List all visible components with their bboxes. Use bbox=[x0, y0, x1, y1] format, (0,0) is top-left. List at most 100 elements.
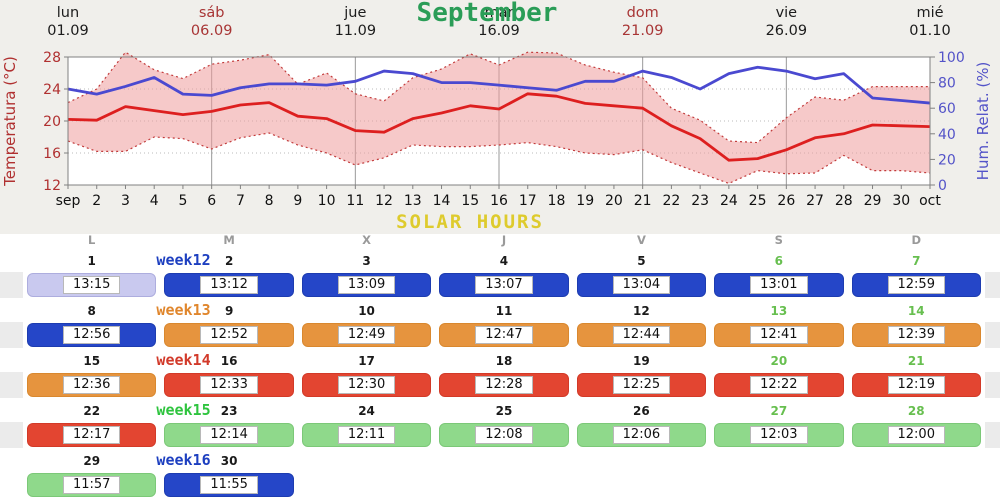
solar-time-value: 12:19 bbox=[887, 376, 945, 394]
date-header-date: 01.10 bbox=[909, 23, 951, 39]
day-number-cell: 17 bbox=[298, 350, 435, 372]
solar-hours-bar: 13:07 bbox=[439, 273, 569, 297]
day-number: 6 bbox=[774, 254, 783, 268]
chart-text: 26 bbox=[777, 193, 795, 209]
chart-text: 19 bbox=[576, 193, 594, 209]
solar-hours-bar: 13:12 bbox=[164, 273, 294, 297]
solar-time-value: 12:22 bbox=[750, 376, 808, 394]
chart-text: 12 bbox=[375, 193, 393, 209]
solar-time-value: 12:47 bbox=[475, 326, 533, 344]
date-header-dow: mié bbox=[916, 5, 943, 21]
solar-bar-cell: 12:56 bbox=[23, 322, 161, 348]
day-number: 17 bbox=[358, 354, 375, 368]
solar-hours-bar: 12:39 bbox=[851, 323, 981, 347]
solar-bar-cell: 12:52 bbox=[160, 322, 298, 348]
solar-time-value: 13:15 bbox=[62, 276, 121, 294]
day-number-row: 8 week13 9 10 11 12 13 14 bbox=[0, 298, 1000, 322]
chart-text: 23 bbox=[691, 193, 709, 209]
chart-text: 15 bbox=[461, 193, 479, 209]
solar-hours-bar: 13:01 bbox=[714, 273, 844, 297]
day-number-cell: 18 bbox=[435, 350, 572, 372]
day-number-cell: week12 2 bbox=[156, 250, 297, 272]
day-number-cell: week16 30 bbox=[156, 450, 297, 472]
solar-time-value: 12:41 bbox=[750, 326, 808, 344]
solar-time-value: 12:49 bbox=[337, 326, 396, 344]
solar-bar-cell bbox=[710, 472, 847, 498]
chart-text: 5 bbox=[178, 193, 187, 209]
solar-hours-bar: 13:04 bbox=[576, 273, 707, 297]
chart-text: oct bbox=[919, 193, 941, 209]
temperature-line bbox=[67, 92, 931, 162]
chart-text: 11 bbox=[346, 193, 364, 209]
week-label: week14 bbox=[156, 351, 211, 369]
weekday-header: X bbox=[362, 233, 371, 247]
meteogram-chart: sep 2 3 4 5 6 7 8 9 10 11 12 13 14 15 16 17 18 19 20 21 22 23 2… bbox=[1, 5, 992, 209]
date-header-dow: sáb bbox=[199, 5, 225, 21]
solar-bar-row: 12:36 12:33 12:30 12:28 12:25 12:22 12:19 bbox=[0, 372, 1000, 398]
solar-hours-bar: 12:52 bbox=[164, 323, 294, 347]
day-number: 25 bbox=[495, 404, 513, 418]
solar-bar-cell: 12:28 bbox=[435, 372, 573, 398]
solar-hours-bar: 12:33 bbox=[164, 373, 294, 397]
temperature-band-max-line bbox=[67, 51, 930, 144]
chart-text: 80 bbox=[938, 76, 956, 92]
chart-text: 30 bbox=[892, 193, 910, 209]
solar-bar-row: 11:57 11:55 bbox=[0, 472, 1000, 498]
chart-text: 2 bbox=[92, 193, 101, 209]
day-number-cell: 29 bbox=[23, 450, 160, 472]
chart-text: 20 bbox=[605, 193, 623, 209]
solar-bar-cell: 12:06 bbox=[572, 422, 711, 448]
solar-bar-cell: 12:08 bbox=[435, 422, 573, 448]
date-header-dow: mar bbox=[485, 5, 514, 21]
solar-hours-bar: 12:06 bbox=[576, 423, 707, 447]
day-number-cell bbox=[710, 450, 847, 472]
solar-bar-cell: 11:55 bbox=[160, 472, 298, 498]
chart-text: 6 bbox=[207, 193, 216, 209]
day-number-row: 29 week16 30 bbox=[0, 448, 1000, 472]
solar-bar-cell: 12:03 bbox=[710, 422, 848, 448]
weekday-header: V bbox=[636, 233, 646, 247]
day-number-cell: 19 bbox=[573, 350, 710, 372]
solar-bar-cell: 11:57 bbox=[23, 472, 161, 498]
solar-time-value: 12:33 bbox=[200, 376, 258, 394]
solar-hours-bar: 12:28 bbox=[439, 373, 569, 397]
solar-time-value: 12:59 bbox=[887, 276, 945, 294]
solar-bar-cell: 12:17 bbox=[23, 422, 161, 448]
date-header-date: 11.09 bbox=[335, 23, 377, 39]
day-number-cell: 22 bbox=[23, 400, 160, 422]
day-number-cell bbox=[435, 450, 572, 472]
date-header-date: 26.09 bbox=[766, 23, 808, 39]
day-number-row: 1 week12 2 3 4 5 6 7 bbox=[0, 248, 1000, 272]
solar-bar-cell: 13:01 bbox=[710, 272, 848, 298]
solar-time-value: 12:06 bbox=[612, 426, 671, 444]
solar-time-value: 12:11 bbox=[337, 426, 396, 444]
day-number: 23 bbox=[220, 404, 238, 418]
solar-time-value: 12:52 bbox=[200, 326, 258, 344]
date-header-dow: vie bbox=[776, 5, 798, 21]
calendar-week-row: 8 week13 9 10 11 12 13 14 12:56 12:52 12:49 12:47 12… bbox=[0, 298, 1000, 348]
day-number-cell: 12 bbox=[573, 300, 710, 322]
day-number: 21 bbox=[907, 354, 925, 368]
chart-text: 21 bbox=[634, 193, 652, 209]
day-number: 20 bbox=[770, 354, 788, 368]
date-header-date: 06.09 bbox=[191, 23, 233, 39]
chart-text: 4 bbox=[150, 193, 159, 209]
solar-hours-bar: 12:30 bbox=[301, 373, 432, 397]
day-number-cell: 14 bbox=[848, 300, 985, 322]
solar-bar-cell: 13:07 bbox=[435, 272, 573, 298]
solar-time-value: 11:57 bbox=[62, 476, 121, 494]
day-number-row: 15 week14 16 17 18 19 20 21 bbox=[0, 348, 1000, 372]
chart-text: 25 bbox=[749, 193, 767, 209]
day-number-cell: 24 bbox=[298, 400, 435, 422]
chart-text: 20 bbox=[43, 114, 61, 130]
chart-text: 60 bbox=[938, 101, 956, 117]
day-number-cell: 8 bbox=[23, 300, 160, 322]
day-number-cell: week15 23 bbox=[156, 400, 297, 422]
day-number: 11 bbox=[495, 304, 513, 318]
day-number-cell: 25 bbox=[435, 400, 572, 422]
solar-time-value: 12:30 bbox=[337, 376, 396, 394]
solar-time-value: 11:55 bbox=[200, 476, 258, 494]
calendar-week-row: 15 week14 16 17 18 19 20 21 12:36 12:33 12:30 12:28… bbox=[0, 348, 1000, 398]
humidity-line bbox=[67, 65, 931, 105]
